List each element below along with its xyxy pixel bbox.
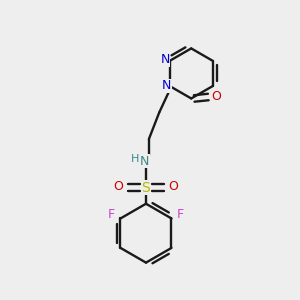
Text: O: O [114, 180, 124, 193]
Text: N: N [140, 154, 149, 167]
Text: H: H [130, 154, 139, 164]
Text: N: N [162, 80, 171, 92]
Text: O: O [168, 180, 178, 193]
Text: N: N [160, 53, 170, 66]
Text: F: F [108, 208, 115, 221]
Text: O: O [212, 91, 221, 103]
Text: F: F [177, 208, 184, 221]
Text: S: S [142, 181, 150, 194]
